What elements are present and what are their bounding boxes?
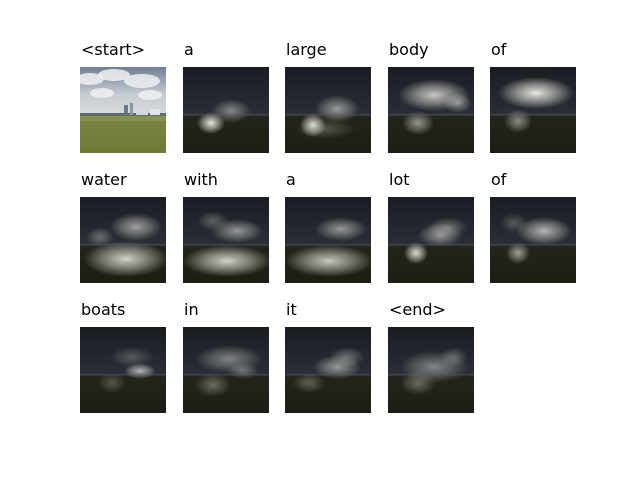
frame-9: lot (388, 170, 474, 283)
frame-5: of (490, 40, 576, 153)
attention-map (490, 197, 576, 283)
attention-heatmap-image (285, 197, 371, 283)
attention-map (285, 67, 371, 153)
frame-10: of (490, 170, 576, 283)
caption-word: of (491, 40, 507, 59)
frame-1: <start> (80, 40, 166, 153)
attention-map (80, 327, 166, 413)
caption-word: a (286, 170, 296, 189)
attention-heatmap-image (490, 67, 576, 153)
frame-6: water (80, 170, 166, 283)
caption-word: <start> (81, 40, 146, 59)
caption-word: body (389, 40, 429, 59)
attention-heatmap-image (80, 327, 166, 413)
caption-word: in (184, 300, 199, 319)
caption-word: with (184, 170, 218, 189)
attention-heatmap-image (285, 327, 371, 413)
frame-13: it (285, 300, 371, 413)
frame-3: large (285, 40, 371, 153)
frame-14: <end> (388, 300, 474, 413)
attention-heatmap-image (80, 197, 166, 283)
attention-map (388, 327, 474, 413)
caption-word: it (286, 300, 297, 319)
attention-map (183, 327, 269, 413)
caption-word: large (286, 40, 327, 59)
attention-heatmap-image (285, 67, 371, 153)
attention-heatmap-image (388, 67, 474, 153)
attention-map (183, 67, 269, 153)
caption-word: <end> (389, 300, 446, 319)
caption-word: water (81, 170, 127, 189)
attention-heatmap-image (490, 197, 576, 283)
attention-map (285, 327, 371, 413)
attention-heatmap-image (388, 327, 474, 413)
attention-map (80, 197, 166, 283)
attention-heatmap-image (388, 197, 474, 283)
attention-heatmap-image (183, 327, 269, 413)
frame-4: body (388, 40, 474, 153)
attention-map (388, 197, 474, 283)
frame-11: boats (80, 300, 166, 413)
frame-8: a (285, 170, 371, 283)
attention-heatmap-image (183, 197, 269, 283)
frame-2: a (183, 40, 269, 153)
caption-word: of (491, 170, 507, 189)
attention-map (285, 197, 371, 283)
source-photo (80, 67, 166, 153)
frame-12: in (183, 300, 269, 413)
attention-map (490, 67, 576, 153)
caption-word: boats (81, 300, 126, 319)
photo-image (80, 67, 166, 153)
caption-word: lot (389, 170, 410, 189)
attention-heatmap-image (183, 67, 269, 153)
attention-map (183, 197, 269, 283)
attention-map (388, 67, 474, 153)
caption-word: a (184, 40, 194, 59)
frame-7: with (183, 170, 269, 283)
